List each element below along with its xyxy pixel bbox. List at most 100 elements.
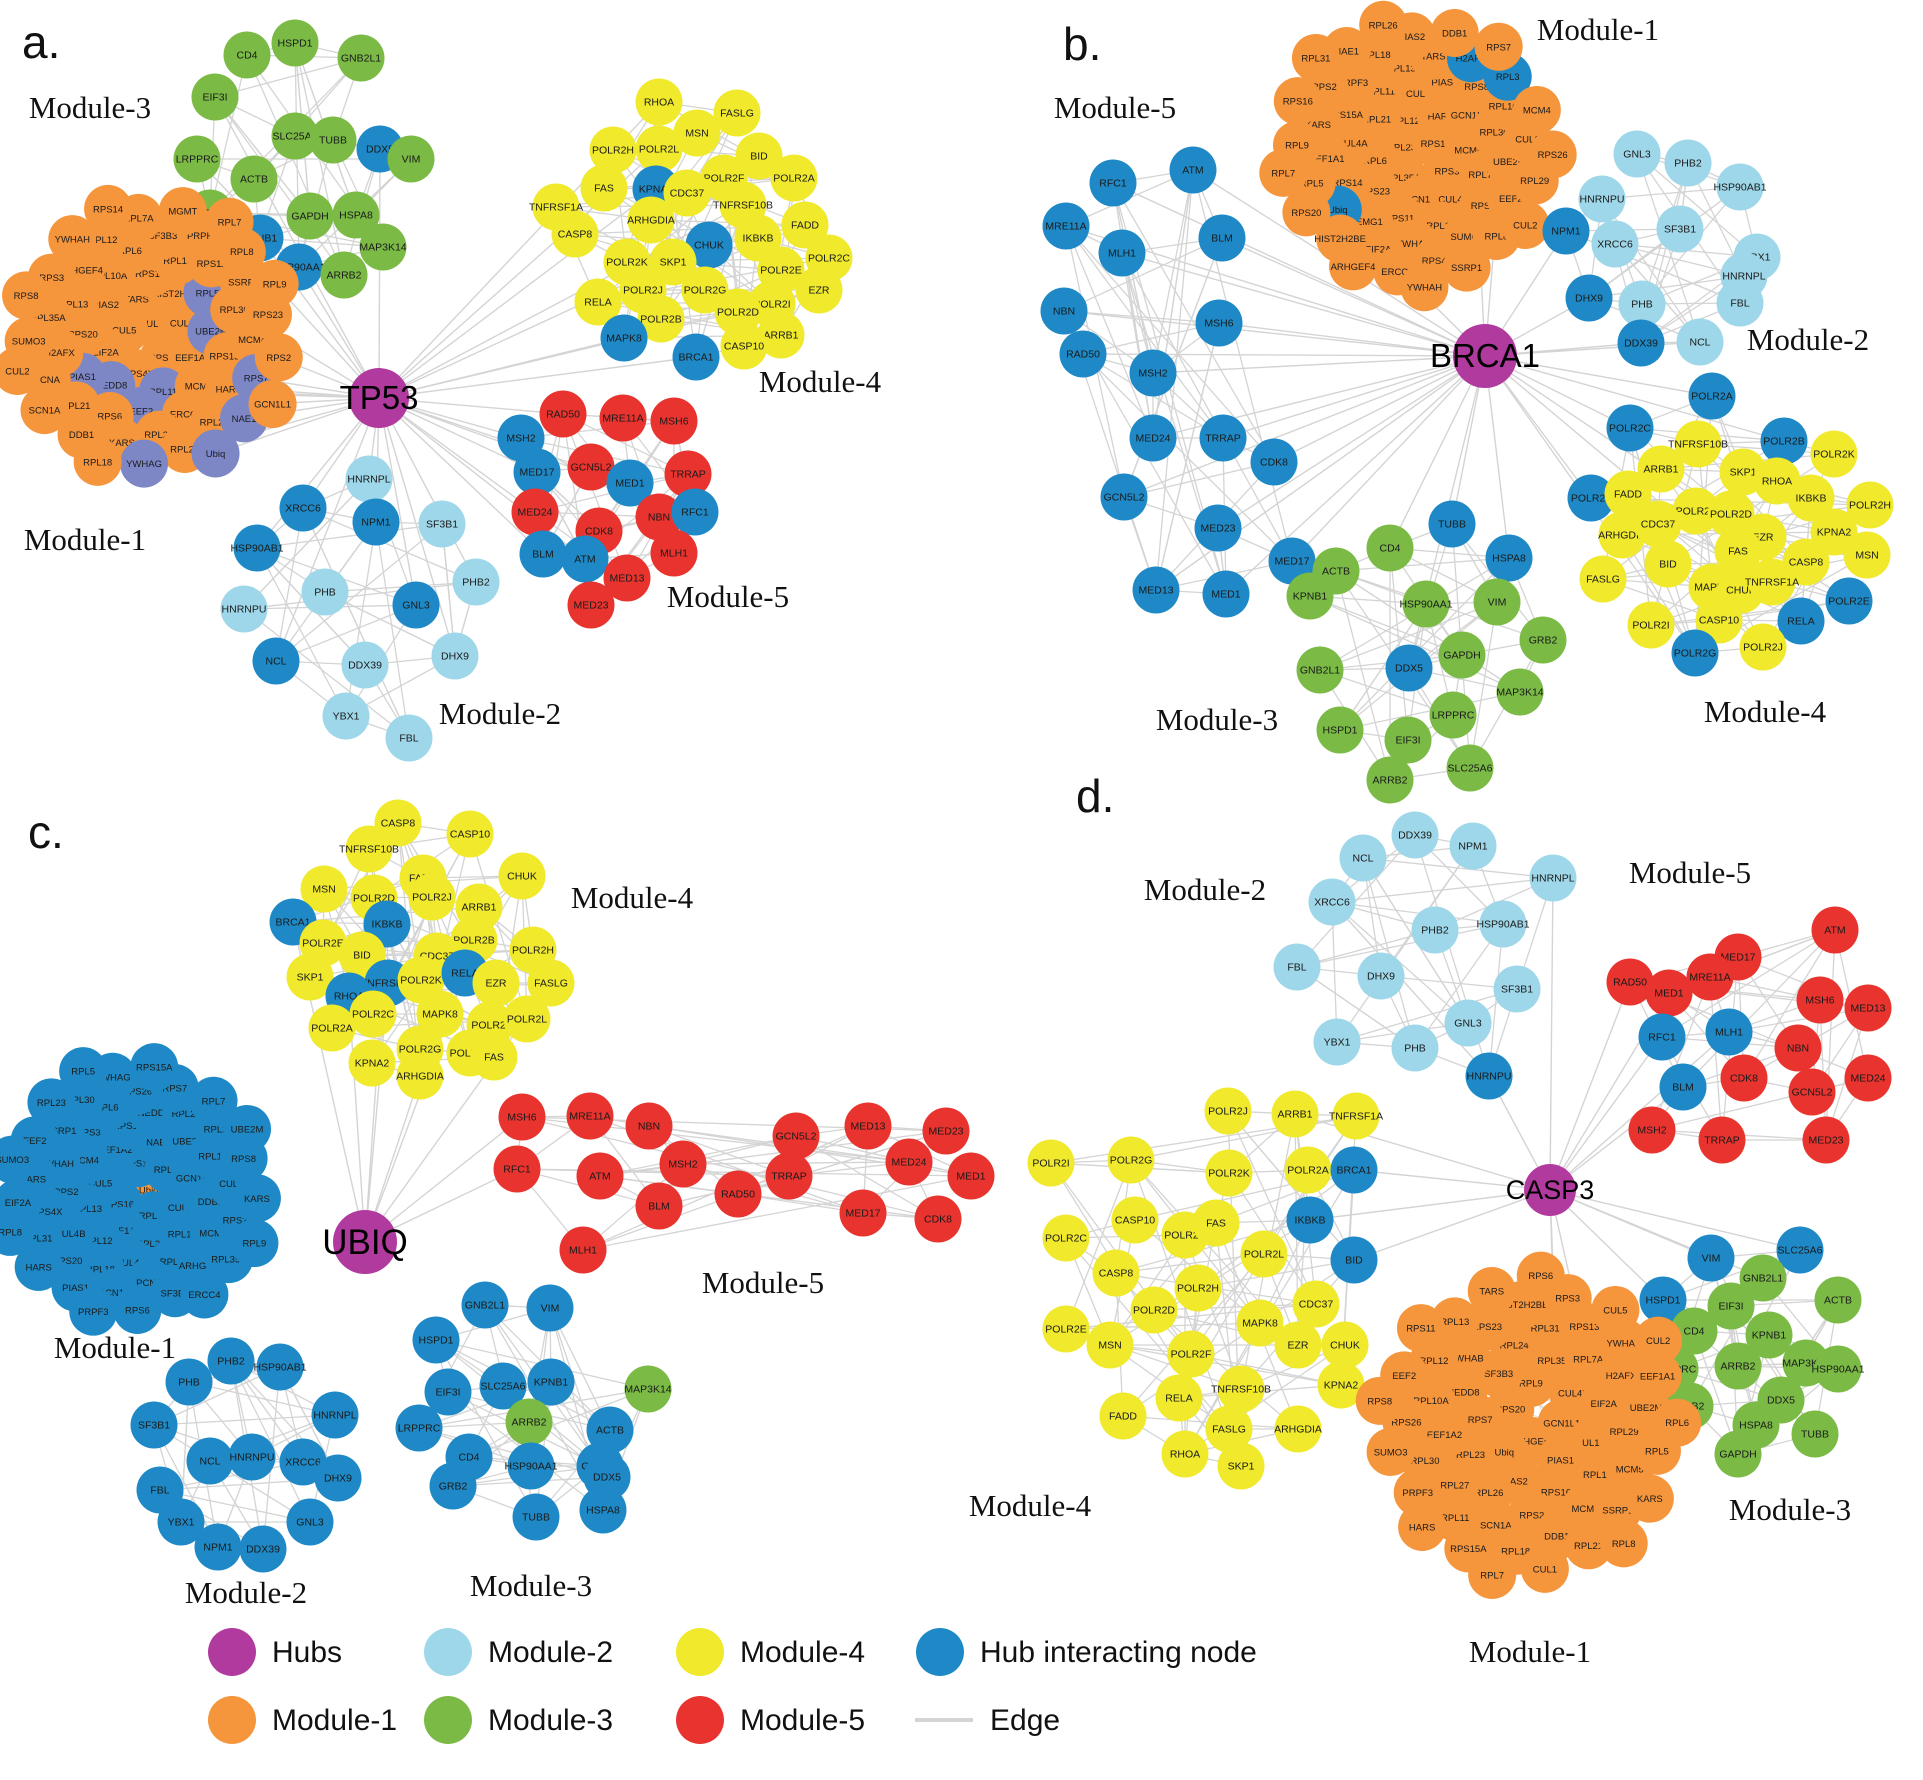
- node-RPL9[interactable]: RPL9: [230, 1219, 278, 1267]
- node-EZR[interactable]: EZR: [796, 267, 843, 314]
- node-DDX5[interactable]: DDX5: [1386, 645, 1433, 692]
- node-BLM[interactable]: BLM: [636, 1183, 683, 1230]
- node-ARHGDIA[interactable]: ARHGDIA: [627, 197, 675, 244]
- node-MED24[interactable]: MED24: [886, 1139, 933, 1186]
- node-BLM[interactable]: BLM: [1660, 1064, 1707, 1111]
- node-DHX9[interactable]: DHX9: [315, 1455, 362, 1502]
- node-RAD50[interactable]: RAD50: [540, 391, 587, 438]
- node-PHB2[interactable]: PHB2: [1665, 140, 1712, 187]
- node-KARS[interactable]: KARS: [1626, 1475, 1674, 1523]
- node-MED1[interactable]: MED1: [948, 1153, 995, 1200]
- node-SSRP1[interactable]: SSRP1: [1443, 244, 1491, 292]
- node-GCN5L2[interactable]: GCN5L2: [1789, 1069, 1836, 1116]
- node-RPS11[interactable]: RPS11: [1397, 1304, 1445, 1352]
- node-CASP8[interactable]: CASP8: [552, 211, 599, 258]
- node-POLR2L[interactable]: POLR2L: [504, 996, 551, 1043]
- node-POLR2G[interactable]: POLR2G: [1108, 1137, 1155, 1184]
- node-GCN1L1[interactable]: GCN1L1: [249, 380, 297, 428]
- node-FBL[interactable]: FBL: [1274, 944, 1321, 991]
- node-HSPD1[interactable]: HSPD1: [272, 20, 319, 67]
- node-POLR2J[interactable]: POLR2J: [1740, 624, 1787, 671]
- node-GNB2L1[interactable]: GNB2L1: [338, 35, 385, 82]
- node-SF3B1[interactable]: SF3B1: [1657, 206, 1704, 253]
- node-MED23[interactable]: MED23: [568, 582, 615, 629]
- node-KPNB1[interactable]: KPNB1: [528, 1359, 575, 1406]
- node-MED24[interactable]: MED24: [1845, 1055, 1892, 1102]
- node-POLR2I[interactable]: POLR2I: [1028, 1140, 1075, 1187]
- node-NBN[interactable]: NBN: [1041, 288, 1088, 335]
- node-POLR2D[interactable]: POLR2D: [1131, 1287, 1178, 1334]
- node-RFC1[interactable]: RFC1: [672, 489, 719, 536]
- node-RPL6[interactable]: RPL6: [1653, 1399, 1701, 1447]
- node-TRRAP[interactable]: TRRAP: [1699, 1117, 1746, 1164]
- node-ARHGDIA[interactable]: ARHGDIA: [1274, 1406, 1322, 1453]
- node-POLR2A[interactable]: POLR2A: [1689, 373, 1736, 420]
- node-MSH6[interactable]: MSH6: [1196, 300, 1243, 347]
- node-PHB[interactable]: PHB: [166, 1359, 213, 1406]
- node-RAD50[interactable]: RAD50: [1060, 331, 1107, 378]
- node-POLR2K[interactable]: POLR2K: [1206, 1150, 1253, 1197]
- node-ATM[interactable]: ATM: [1812, 907, 1859, 954]
- node-CDC37[interactable]: CDC37: [1635, 501, 1682, 548]
- node-RPL7[interactable]: RPL7: [206, 198, 254, 246]
- node-CUL1[interactable]: CUL1: [1521, 1545, 1569, 1593]
- node-MAP3K14[interactable]: MAP3K14: [359, 224, 406, 271]
- node-CD4[interactable]: CD4: [1367, 525, 1414, 572]
- node-PHB[interactable]: PHB: [302, 569, 349, 616]
- node-SLC25A6[interactable]: SLC25A6: [1447, 745, 1494, 792]
- node-FAS[interactable]: FAS: [1193, 1200, 1240, 1247]
- node-MED17[interactable]: MED17: [514, 449, 561, 496]
- node-POLR2K[interactable]: POLR2K: [1811, 431, 1858, 478]
- node-CD4[interactable]: CD4: [224, 32, 271, 79]
- node-POLR2C[interactable]: POLR2C: [1607, 405, 1654, 452]
- node-PHB2[interactable]: PHB2: [1412, 907, 1459, 954]
- node-HNRNPL[interactable]: HNRNPL: [1530, 855, 1577, 902]
- node-NCL[interactable]: NCL: [187, 1438, 234, 1485]
- node-ATM[interactable]: ATM: [1170, 147, 1217, 194]
- node-RPL18[interactable]: RPL18: [74, 438, 122, 486]
- node-MRE11A[interactable]: MRE11A: [600, 395, 647, 442]
- node-DHX9[interactable]: DHX9: [1358, 953, 1405, 1000]
- node-MED23[interactable]: MED23: [1803, 1117, 1850, 1164]
- hub-BRCA1[interactable]: BRCA1: [1430, 324, 1540, 388]
- node-HSP90AA1[interactable]: HSP90AA1: [1399, 581, 1452, 628]
- node-CDC37[interactable]: CDC37: [1293, 1281, 1340, 1328]
- node-KPNA2[interactable]: KPNA2: [349, 1040, 396, 1087]
- node-HNRNPU[interactable]: HNRNPU: [1579, 176, 1626, 223]
- node-MSH2[interactable]: MSH2: [1130, 350, 1177, 397]
- node-GCN5L2[interactable]: GCN5L2: [773, 1113, 820, 1160]
- node-LRPPRC[interactable]: LRPPRC: [396, 1405, 443, 1452]
- node-VIM[interactable]: VIM: [388, 136, 435, 183]
- hub-UBIQ[interactable]: UBIQ: [322, 1210, 408, 1274]
- node-ARHGEF4[interactable]: ARHGEF4: [1329, 242, 1377, 290]
- node-POLR2J[interactable]: POLR2J: [1205, 1088, 1252, 1135]
- node-SCN1A[interactable]: SCN1A: [20, 386, 68, 434]
- node-HSPD1[interactable]: HSPD1: [413, 1317, 460, 1364]
- node-MSH6[interactable]: MSH6: [651, 398, 698, 445]
- node-POLR2E[interactable]: POLR2E: [1043, 1306, 1090, 1353]
- node-MED13[interactable]: MED13: [1133, 567, 1180, 614]
- node-RPL5[interactable]: RPL5: [59, 1047, 107, 1095]
- node-FASLG[interactable]: FASLG: [714, 90, 761, 137]
- node-SF3B1[interactable]: SF3B1: [419, 501, 466, 548]
- node-CASP8[interactable]: CASP8: [1093, 1250, 1140, 1297]
- node-GAPDH[interactable]: GAPDH: [287, 193, 334, 240]
- node-POLR2B[interactable]: POLR2B: [1761, 418, 1808, 465]
- node-DDX39[interactable]: DDX39: [1392, 812, 1439, 859]
- node-PHB[interactable]: PHB: [1392, 1025, 1439, 1072]
- node-RPL7[interactable]: RPL7: [1468, 1551, 1516, 1599]
- node-TRRAP[interactable]: TRRAP: [1200, 415, 1247, 462]
- node-MED23[interactable]: MED23: [1195, 505, 1242, 552]
- node-HNRNPL[interactable]: HNRNPL: [346, 456, 393, 503]
- node-GCN5L2[interactable]: GCN5L2: [1101, 474, 1148, 521]
- node-POLR2H[interactable]: POLR2H: [1175, 1265, 1222, 1312]
- node-XRCC6[interactable]: XRCC6: [280, 485, 327, 532]
- node-MLH1[interactable]: MLH1: [1099, 230, 1146, 277]
- node-MLH1[interactable]: MLH1: [1706, 1009, 1753, 1056]
- node-RPS2[interactable]: RPS2: [255, 333, 303, 381]
- node-NPM1[interactable]: NPM1: [195, 1524, 242, 1571]
- node-GAPDH[interactable]: GAPDH: [1715, 1431, 1762, 1478]
- node-VIM[interactable]: VIM: [1474, 579, 1521, 626]
- node-GRB2[interactable]: GRB2: [430, 1463, 477, 1510]
- node-POLR2L[interactable]: POLR2L: [636, 126, 683, 173]
